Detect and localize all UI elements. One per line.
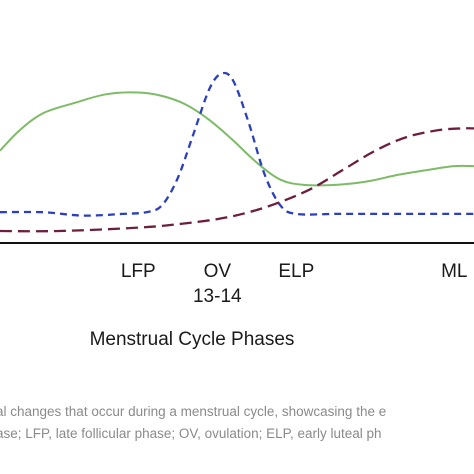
x-tick-labels: LFP OV 13-14 ELP ML [121,261,468,307]
x-tick-label-1: LFP [121,261,156,282]
caption-line-1: al changes that occur during a menstrual… [0,404,386,419]
x-tick-label-3: ELP [278,261,314,282]
series-line-1 [0,91,474,187]
series-layer [0,71,474,233]
x-axis-title: Menstrual Cycle Phases [90,329,295,350]
series-line-3 [0,127,474,233]
series-line-2 [0,71,474,217]
caption-line-2: ase; LFP, late follicular phase; OV, ovu… [0,426,382,441]
x-tick-label-4: ML [441,261,467,282]
x-tick-label-2: OV 13-14 [193,261,242,307]
